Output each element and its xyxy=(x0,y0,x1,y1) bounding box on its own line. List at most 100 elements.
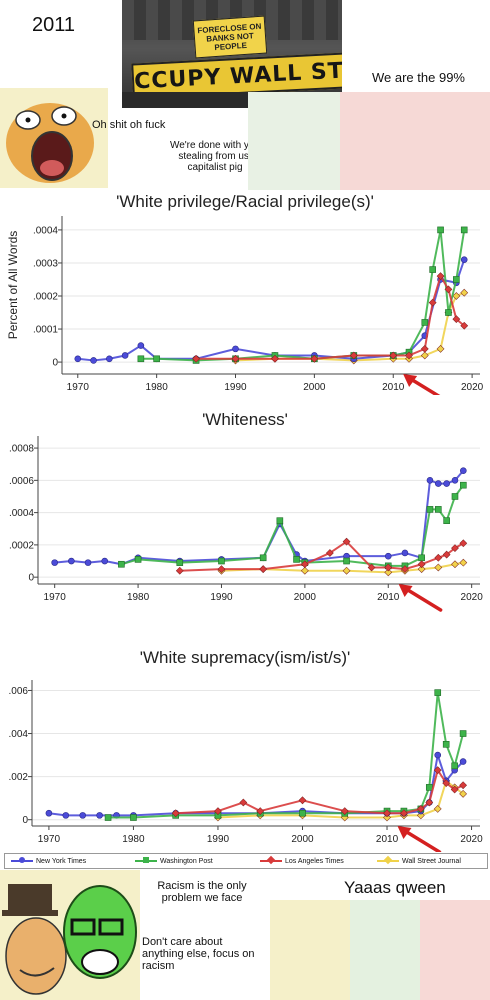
y-tick-label: .002 xyxy=(9,772,29,783)
y-tick-label: 0 xyxy=(52,358,58,369)
data-point xyxy=(300,560,309,569)
x-tick-label: 1990 xyxy=(224,382,247,393)
data-point xyxy=(459,730,467,737)
chart-title-1: 'White privilege/Racial privilege(s)' xyxy=(116,192,374,211)
series-line xyxy=(54,470,465,566)
data-point xyxy=(435,480,442,487)
data-point xyxy=(239,798,248,807)
y-tick-label: .0003 xyxy=(33,258,58,269)
data-point xyxy=(451,762,458,770)
data-point xyxy=(276,517,284,524)
data-point xyxy=(137,342,145,349)
x-tick-label: 1970 xyxy=(44,592,67,603)
series-line xyxy=(77,259,466,362)
caption-yaaas: Yaaas qween xyxy=(344,878,446,897)
chart-title-3: 'White supremacy(ism/ist/s)' xyxy=(139,648,351,667)
series-line xyxy=(140,228,466,362)
data-point xyxy=(232,345,239,353)
data-point xyxy=(435,506,442,513)
data-point xyxy=(259,565,268,573)
data-point xyxy=(451,544,459,553)
annotation-arrowhead xyxy=(397,826,412,839)
legend-item-wsj: Wall Street Journal xyxy=(377,855,461,866)
annotation-arrow xyxy=(407,376,441,395)
x-tick-label: 2000 xyxy=(303,382,326,393)
series-line xyxy=(121,484,465,567)
data-point xyxy=(104,814,112,821)
annotation-arrowhead xyxy=(403,374,418,387)
data-point xyxy=(450,785,459,794)
y-tick-label: .0002 xyxy=(33,292,58,303)
legend-item-lat: Los Angeles Times xyxy=(260,855,344,866)
data-point xyxy=(90,357,97,364)
x-tick-label: 2020 xyxy=(460,834,483,845)
chart-1: .0004 .0003 .0002 .0001 0 1970 1980 1990 2000 201… xyxy=(33,216,484,395)
data-point xyxy=(175,566,184,575)
data-point xyxy=(384,563,393,572)
data-point xyxy=(192,354,200,363)
chart-panel-3: 'White supremacy(ism/ist/s)' .006.004.00… xyxy=(0,640,490,852)
data-point xyxy=(451,560,459,569)
data-point xyxy=(214,807,222,815)
data-point xyxy=(299,809,306,817)
data-point xyxy=(293,556,300,563)
data-point xyxy=(298,796,307,805)
top-meme: 2011 FORECLOSE ON BANKS NOT PEOPLE CCUPY… xyxy=(0,0,490,190)
x-tick-label: 2020 xyxy=(461,592,484,603)
data-point xyxy=(451,477,459,484)
data-point xyxy=(459,758,467,765)
data-point xyxy=(417,565,426,573)
annotation-arrow xyxy=(401,828,442,852)
data-point xyxy=(452,292,461,300)
data-point xyxy=(452,315,461,324)
chart-panel-2: 'Whiteness' .0008 .0006 .0004 .0002 0 1970 198… xyxy=(0,400,490,628)
data-point xyxy=(428,298,437,307)
y-tick-label: 0 xyxy=(22,815,28,826)
data-point xyxy=(137,355,145,363)
data-point xyxy=(443,517,450,524)
data-point xyxy=(367,563,376,572)
data-point xyxy=(420,351,429,360)
data-point xyxy=(445,309,452,316)
data-point xyxy=(459,789,467,798)
x-tick-label: 2010 xyxy=(376,834,399,845)
data-point xyxy=(218,557,225,565)
data-point xyxy=(434,689,442,696)
yelling-face-icon xyxy=(6,103,94,183)
data-point xyxy=(45,809,53,817)
year-label: 2011 xyxy=(32,14,76,36)
x-tick-label: 1980 xyxy=(122,834,145,845)
speech-caption: We're done with you stealing from us, ca… xyxy=(169,140,261,173)
series-line xyxy=(221,561,464,574)
y-tick-label: 0 xyxy=(28,573,34,584)
data-point xyxy=(418,554,425,562)
data-point xyxy=(259,554,267,562)
data-point xyxy=(437,226,444,234)
data-point xyxy=(217,565,226,573)
data-point xyxy=(444,285,453,294)
data-point xyxy=(417,560,426,569)
y-tick-label: .0008 xyxy=(9,444,34,455)
data-point xyxy=(416,805,425,813)
data-point xyxy=(118,560,125,568)
data-point xyxy=(153,355,160,363)
data-point xyxy=(433,805,442,813)
exclaim-caption: Oh shit oh fuck xyxy=(92,119,166,131)
x-tick-label: 2010 xyxy=(377,592,400,603)
series-line xyxy=(48,754,464,817)
bottom-left-bg xyxy=(0,870,140,1000)
chart-2: .0008 .0006 .0004 .0002 0 1970 1980 1990 2000 201… xyxy=(9,436,484,612)
data-point xyxy=(433,766,442,775)
data-point xyxy=(310,354,319,363)
data-point xyxy=(453,276,460,283)
x-tick-label: 1980 xyxy=(127,592,150,603)
x-tick-label: 1980 xyxy=(146,382,169,393)
data-point xyxy=(436,344,445,353)
chart-panel-1: 'White privilege/Racial privilege(s)' Pe… xyxy=(0,190,490,395)
data-point xyxy=(383,809,391,818)
data-point xyxy=(425,784,433,791)
data-point xyxy=(101,557,109,565)
legend-item-wapo: Washington Post xyxy=(135,856,213,866)
y-tick-label: .0004 xyxy=(9,508,34,519)
data-point xyxy=(389,351,398,360)
